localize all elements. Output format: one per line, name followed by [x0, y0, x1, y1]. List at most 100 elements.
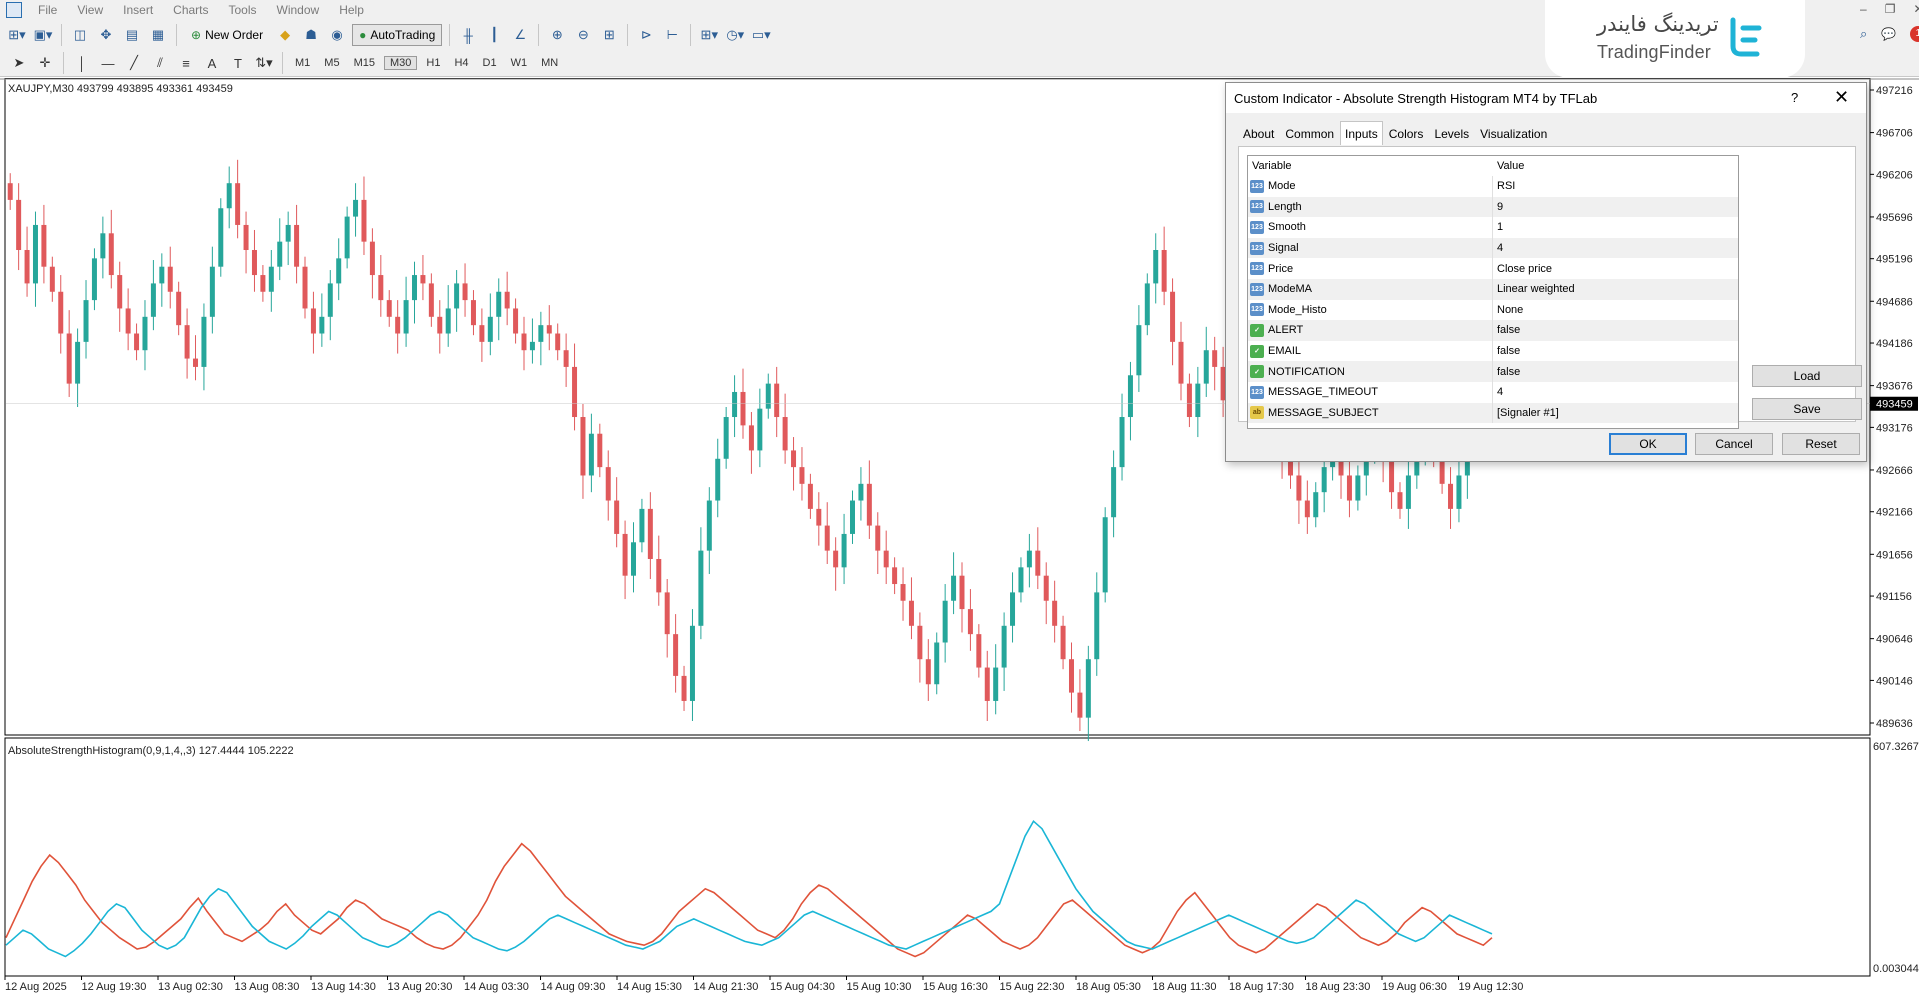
market-watch-icon[interactable]: ◫	[73, 27, 87, 42]
ok-button[interactable]: OK	[1609, 433, 1687, 455]
zoom-out-icon[interactable]: ⊖	[577, 27, 589, 42]
tile-windows-icon[interactable]: ⊞	[603, 27, 615, 42]
timeframe-m30[interactable]: M30	[383, 56, 418, 70]
text-label-icon[interactable]: T	[234, 55, 242, 71]
table-row[interactable]: 123 Mode_Histo None	[1248, 299, 1738, 321]
notifications-icon[interactable]: 💬	[1881, 27, 1897, 41]
reset-button[interactable]: Reset	[1782, 433, 1860, 455]
timeframe-m15[interactable]: M15	[353, 57, 375, 69]
value-cell[interactable]: false	[1497, 365, 1521, 378]
candlestick-icon[interactable]: ┃	[490, 27, 499, 42]
value-cell[interactable]: [Signaler #1]	[1497, 406, 1559, 419]
arrows-icon[interactable]: ⇅▾	[255, 55, 273, 70]
tab-colors[interactable]: Colors	[1388, 127, 1424, 141]
table-row[interactable]: ✓ EMAIL false	[1248, 340, 1738, 362]
profiles-icon[interactable]: ▣▾	[33, 27, 53, 42]
search-icon[interactable]: ⌕	[1860, 26, 1868, 41]
metaeditor-icon[interactable]: ◆	[280, 27, 291, 42]
timeframe-m1[interactable]: M1	[295, 57, 311, 69]
table-row[interactable]: 123 Length 9	[1248, 196, 1738, 218]
cursor-icon[interactable]: ➤	[13, 55, 25, 70]
channel-icon[interactable]: ⫽	[157, 55, 163, 70]
load-button[interactable]: Load	[1752, 365, 1862, 387]
timeframe-h4[interactable]: H4	[454, 57, 469, 69]
tab-common[interactable]: Common	[1285, 127, 1335, 141]
value-cell[interactable]: 4	[1497, 386, 1504, 399]
table-row[interactable]: ✓ NOTIFICATION false	[1248, 361, 1738, 382]
table-row[interactable]: 123 Smooth 1	[1248, 217, 1738, 238]
close-icon[interactable]: ✕	[1834, 87, 1850, 107]
table-row[interactable]: ✓ ALERT false	[1248, 320, 1738, 341]
indicators-icon[interactable]: ⊞▾	[700, 27, 718, 42]
value-cell[interactable]: false	[1497, 345, 1521, 358]
table-row[interactable]: ab MESSAGE_SUBJECT [Signaler #1]	[1248, 402, 1738, 424]
new-chart-icon[interactable]: ⊞▾	[8, 27, 26, 42]
signals-icon[interactable]: ☗	[305, 27, 317, 42]
periods-icon[interactable]: ◷▾	[726, 27, 745, 42]
value-cell[interactable]: 9	[1497, 200, 1504, 213]
chart-shift-icon[interactable]: ⊢	[666, 27, 678, 42]
table-row[interactable]: 123 Mode RSI	[1248, 176, 1738, 197]
value-cell[interactable]: Linear weighted	[1497, 283, 1575, 296]
table-row[interactable]: 123 MESSAGE_TIMEOUT 4	[1248, 381, 1738, 403]
menu-insert[interactable]: Insert	[123, 3, 154, 17]
table-row[interactable]: 123 ModeMA Linear weighted	[1248, 278, 1738, 300]
tab-levels[interactable]: Levels	[1434, 127, 1470, 141]
minimize-icon[interactable]: –	[1860, 2, 1867, 16]
timeframe-h1[interactable]: H1	[426, 57, 441, 69]
restore-icon[interactable]: ❐	[1884, 2, 1896, 16]
candle-body	[588, 433, 594, 476]
candle-body	[134, 333, 140, 351]
templates-icon[interactable]: ▭▾	[751, 27, 771, 42]
bar-chart-icon[interactable]: ╫	[463, 27, 473, 43]
value-cell[interactable]: 4	[1497, 242, 1504, 255]
fibonacci-icon[interactable]: ≡	[182, 55, 190, 71]
candle-body	[858, 483, 864, 501]
value-cell[interactable]: RSI	[1497, 180, 1516, 193]
candle-body	[176, 291, 182, 326]
trendline-icon[interactable]: ╱	[130, 55, 138, 70]
crosshair-icon[interactable]: ✛	[39, 55, 51, 70]
candle-body	[1448, 483, 1454, 509]
auto-scroll-icon[interactable]: ⊳	[640, 27, 652, 42]
data-window-icon[interactable]: ✥	[100, 27, 112, 42]
market-icon[interactable]: ◉	[331, 27, 343, 42]
table-row[interactable]: 123 Price Close price	[1248, 258, 1738, 279]
timeframe-d1[interactable]: D1	[482, 57, 497, 69]
zoom-in-icon[interactable]: ⊕	[551, 27, 563, 42]
value-cell[interactable]: false	[1497, 324, 1521, 337]
new-order-button[interactable]: ⊕ New Order	[184, 24, 270, 46]
menu-window[interactable]: Window	[276, 3, 320, 17]
menu-help[interactable]: Help	[339, 3, 364, 17]
text-icon[interactable]: A	[207, 55, 217, 71]
line-chart-icon[interactable]: ∠	[514, 27, 527, 42]
tab-visualization[interactable]: Visualization	[1480, 127, 1548, 141]
vertical-line-icon[interactable]: │	[77, 55, 87, 71]
tab-about[interactable]: About	[1243, 127, 1275, 141]
timeframe-m5[interactable]: M5	[324, 57, 340, 69]
column-variable[interactable]: Variable	[1252, 160, 1292, 172]
autotrading-button[interactable]: ● AutoTrading	[352, 24, 443, 46]
value-cell[interactable]: 1	[1497, 221, 1504, 234]
menu-charts[interactable]: Charts	[173, 3, 209, 17]
menu-view[interactable]: View	[77, 3, 104, 17]
value-cell[interactable]: Close price	[1497, 262, 1553, 275]
column-value[interactable]: Value	[1497, 160, 1525, 172]
terminal-icon[interactable]: ▦	[151, 27, 165, 42]
timeframe-mn[interactable]: MN	[541, 57, 559, 69]
value-cell[interactable]: None	[1497, 303, 1524, 316]
chart-window[interactable]: 497216 496706 496206 495696 495196 494686 4941…	[0, 78, 1919, 996]
horizontal-line-icon[interactable]: —	[101, 55, 115, 71]
close-window-icon[interactable]: ✕	[1913, 2, 1919, 16]
menu-file[interactable]: File	[38, 3, 58, 17]
chart-canvas[interactable]: 4972164967064962064956964951964946864941…	[0, 78, 1919, 996]
tab-inputs[interactable]: Inputs	[1340, 121, 1383, 145]
time-tick-label: 13 Aug 20:30	[388, 981, 453, 993]
save-button[interactable]: Save	[1752, 398, 1862, 420]
timeframe-w1[interactable]: W1	[510, 57, 528, 69]
menu-tools[interactable]: Tools	[228, 3, 257, 17]
table-row[interactable]: 123 Signal 4	[1248, 237, 1738, 259]
cancel-button[interactable]: Cancel	[1695, 433, 1773, 455]
navigator-icon[interactable]: ▤	[125, 27, 139, 42]
help-icon[interactable]: ?	[1791, 90, 1799, 105]
